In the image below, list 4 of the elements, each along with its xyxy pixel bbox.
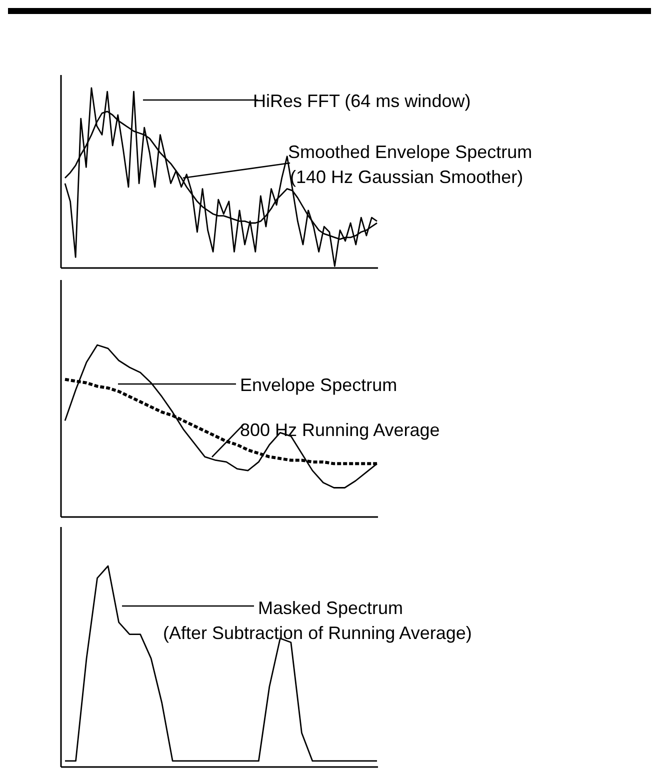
annotation: Smoothed Envelope Spectrum (140 Hz Gaussian Smoother) — [288, 142, 532, 187]
annotation: Envelope Spectrum — [240, 375, 398, 395]
annotation: Masked Spectrum (After Subtraction of Running Average) — [163, 598, 472, 643]
annotation: HiRes FFT (64 ms window) — [253, 91, 471, 111]
